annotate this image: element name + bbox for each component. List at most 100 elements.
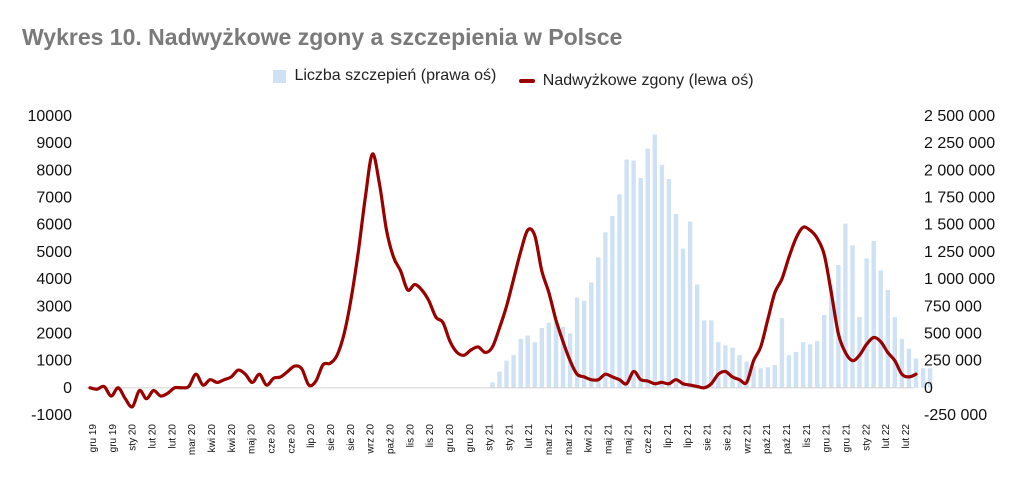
vaccination-bar bbox=[807, 344, 813, 388]
y-right-tick-label: 2 250 000 bbox=[924, 135, 995, 152]
x-tick-label: lut 20 bbox=[167, 424, 178, 449]
x-tick-label: mar 20 bbox=[187, 424, 198, 456]
vaccination-bar bbox=[716, 342, 721, 388]
vaccination-bar bbox=[680, 248, 686, 388]
x-axis: gru 19 gru 19 sty 20 lut 20 lut 20 mar 20 kwi … bbox=[88, 424, 912, 456]
vaccination-bar bbox=[709, 320, 714, 388]
vaccination-bar bbox=[864, 258, 869, 388]
x-tick-label: sie 20 bbox=[346, 424, 357, 451]
vaccination-bar bbox=[574, 297, 580, 388]
chart-legend: Liczba szczepień (prawa oś) Nadwyżkowe z… bbox=[0, 67, 1027, 90]
legend-label-excess-deaths: Nadwyżkowe zgony (lewa oś) bbox=[542, 71, 754, 89]
y-left-tick-label: 1000 bbox=[36, 353, 72, 370]
vaccination-bar bbox=[920, 368, 926, 388]
legend-item-excess-deaths: Nadwyżkowe zgony (lewa oś) bbox=[518, 71, 754, 90]
x-tick-label: kwi 20 bbox=[207, 424, 218, 453]
vaccination-bar bbox=[532, 342, 537, 388]
x-tick-label: gru 20 bbox=[465, 424, 476, 453]
vaccination-bar bbox=[829, 284, 834, 388]
vaccination-bar bbox=[892, 317, 897, 388]
y-left-tick-label: 7000 bbox=[36, 190, 72, 207]
vaccination-bar bbox=[737, 355, 742, 388]
y-left-tick-label: 9000 bbox=[36, 135, 72, 152]
vaccination-bar bbox=[899, 338, 905, 388]
vaccination-bar bbox=[906, 348, 912, 388]
vaccination-bar bbox=[730, 347, 735, 388]
vaccination-bar bbox=[659, 164, 665, 388]
y-left-tick-label: 4000 bbox=[36, 271, 72, 288]
legend-swatch-bars bbox=[273, 69, 287, 83]
vaccination-bar bbox=[765, 367, 770, 388]
y-left-tick-label: 0 bbox=[63, 380, 72, 397]
vaccination-bar bbox=[723, 345, 728, 388]
y-axis-right: -250 000 0 250 000 500 000 750 000 1 000 000 1… bbox=[924, 108, 995, 424]
y-right-tick-label: 1 750 000 bbox=[924, 190, 995, 207]
y-right-tick-label: 1 000 000 bbox=[924, 271, 995, 288]
legend-swatch-line bbox=[518, 78, 535, 83]
vaccination-bar bbox=[772, 365, 777, 388]
x-tick-label: sie 20 bbox=[326, 424, 337, 451]
x-tick-label: wrz 21 bbox=[742, 424, 753, 455]
y-right-tick-label: 0 bbox=[924, 380, 933, 397]
vaccination-bar bbox=[822, 315, 827, 388]
vaccination-bar bbox=[843, 223, 848, 388]
vaccination-bars bbox=[490, 134, 933, 388]
vaccination-bar bbox=[744, 361, 749, 388]
vaccination-bar bbox=[927, 368, 933, 388]
x-tick-label: gru 20 bbox=[445, 424, 456, 453]
vaccination-bar bbox=[871, 241, 876, 388]
vaccination-bar bbox=[560, 326, 566, 388]
vaccination-bar bbox=[666, 179, 672, 388]
x-tick-label: sty 20 bbox=[128, 424, 139, 451]
vaccination-bar bbox=[786, 355, 792, 388]
vaccination-bar bbox=[645, 148, 650, 388]
y-axis-left: -1000 0 1000 2000 3000 4000 5000 6000 7000 8000 90… bbox=[28, 108, 73, 424]
x-tick-label: cze 21 bbox=[643, 424, 654, 454]
y-right-tick-label: 2 500 000 bbox=[924, 108, 995, 125]
x-tick-label: paź 20 bbox=[385, 424, 396, 454]
x-tick-label: wrz 20 bbox=[366, 424, 377, 455]
vaccination-bar bbox=[751, 366, 756, 388]
x-tick-label: gru 21 bbox=[842, 424, 853, 453]
y-left-tick-label: 6000 bbox=[36, 217, 72, 234]
vaccination-bar bbox=[539, 328, 544, 388]
vaccination-bar bbox=[815, 341, 820, 388]
x-tick-label: maj 21 bbox=[623, 424, 634, 454]
x-tick-label: kwi 21 bbox=[584, 424, 595, 453]
x-tick-label: sty 21 bbox=[485, 424, 496, 451]
x-tick-label: lut 22 bbox=[881, 424, 892, 449]
vaccination-bar bbox=[511, 355, 516, 388]
y-left-tick-label: 8000 bbox=[36, 162, 72, 179]
vaccination-bar bbox=[857, 317, 862, 388]
vaccination-bar bbox=[800, 342, 806, 388]
legend-item-vaccinations: Liczba szczepień (prawa oś) bbox=[273, 67, 496, 85]
legend-label-vaccinations: Liczba szczepień (prawa oś) bbox=[294, 67, 497, 84]
x-tick-label: sty 22 bbox=[861, 424, 872, 451]
y-left-tick-label: 2000 bbox=[36, 326, 72, 343]
vaccination-bar bbox=[610, 216, 615, 388]
vaccination-bar bbox=[673, 213, 679, 388]
chart-title: Wykres 10. Nadwyżkowe zgony a szczepieni… bbox=[22, 24, 623, 50]
vaccination-bar bbox=[596, 257, 601, 388]
vaccination-bar bbox=[850, 245, 855, 388]
x-tick-label: lut 21 bbox=[524, 424, 535, 449]
vaccination-bar bbox=[638, 178, 643, 388]
x-tick-label: paź 21 bbox=[782, 424, 793, 454]
x-tick-label: cze 20 bbox=[267, 424, 278, 454]
x-tick-label: cze 20 bbox=[286, 424, 297, 454]
vaccination-bar bbox=[793, 351, 799, 388]
x-tick-label: kwi 20 bbox=[227, 424, 238, 453]
y-left-tick-label: 5000 bbox=[36, 244, 72, 261]
vaccination-bar bbox=[589, 282, 594, 388]
vaccination-bar bbox=[631, 160, 636, 388]
x-tick-label: lis 21 bbox=[802, 424, 813, 448]
vaccination-bar bbox=[758, 368, 763, 388]
vaccination-bar bbox=[878, 270, 883, 388]
vaccination-bar bbox=[525, 335, 530, 388]
y-left-tick-label: 3000 bbox=[36, 298, 72, 315]
x-tick-label: sie 21 bbox=[703, 424, 714, 451]
x-tick-label: lut 20 bbox=[148, 424, 159, 449]
x-tick-label: gru 19 bbox=[108, 424, 119, 453]
x-tick-label: sty 21 bbox=[504, 424, 515, 451]
